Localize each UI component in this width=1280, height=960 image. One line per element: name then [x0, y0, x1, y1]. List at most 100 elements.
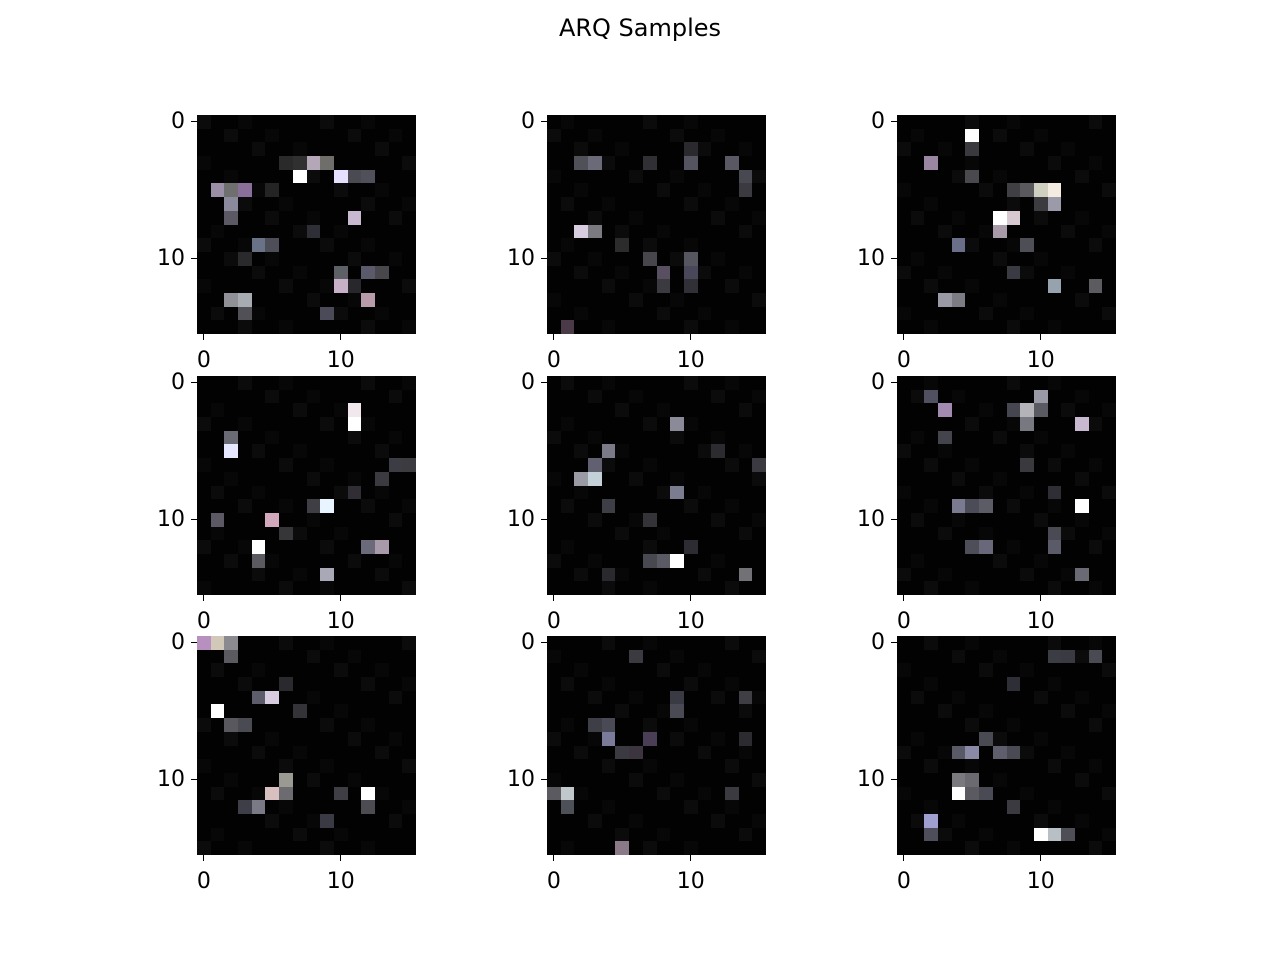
pixel	[388, 417, 403, 431]
pixel	[1102, 759, 1116, 773]
pixel	[910, 128, 925, 143]
pixel	[1061, 210, 1075, 225]
pixel	[683, 224, 698, 239]
pixel	[670, 197, 684, 211]
pixel	[1088, 813, 1103, 828]
pixel	[979, 786, 993, 801]
pixel	[924, 376, 939, 390]
y-tick	[891, 642, 897, 644]
pixel	[547, 251, 561, 266]
pixel	[547, 224, 561, 239]
pixel	[279, 403, 293, 418]
pixel	[547, 279, 561, 293]
pixel	[615, 183, 630, 198]
pixel	[965, 403, 980, 418]
pixel	[1074, 169, 1089, 184]
pixel	[1020, 786, 1034, 801]
pixel	[697, 540, 712, 554]
pixel	[752, 512, 766, 527]
pixel	[752, 636, 766, 650]
pixel	[560, 183, 575, 198]
pixel	[951, 279, 966, 293]
pixel	[642, 772, 657, 787]
pixel	[238, 320, 252, 334]
pixel	[910, 512, 925, 527]
pixel	[292, 142, 307, 157]
pixel	[979, 636, 993, 650]
y-tick	[191, 519, 197, 521]
pixel	[347, 156, 362, 170]
pixel	[347, 841, 362, 855]
pixel	[642, 279, 657, 293]
pixel	[938, 238, 952, 252]
pixel	[752, 526, 766, 541]
pixel	[697, 417, 712, 431]
pixel	[574, 800, 589, 814]
pixel	[951, 458, 966, 472]
pixel	[320, 183, 334, 198]
pixel	[601, 417, 616, 431]
pixel	[1033, 306, 1048, 321]
pixel	[1047, 800, 1062, 814]
pixel	[711, 512, 725, 527]
pixel	[979, 512, 993, 527]
pixel	[292, 389, 307, 404]
pixel	[615, 210, 630, 225]
pixel	[374, 320, 389, 334]
pixel	[1033, 567, 1048, 582]
pixel	[1074, 663, 1089, 678]
pixel	[265, 649, 280, 664]
pixel	[1061, 238, 1075, 252]
pixel	[951, 169, 966, 184]
pixel	[965, 115, 980, 129]
pixel	[224, 376, 239, 390]
pixel	[388, 471, 403, 486]
pixel	[1088, 581, 1103, 595]
pixel	[938, 512, 952, 527]
pixel	[897, 704, 911, 719]
pixel	[1047, 169, 1062, 184]
pixel	[265, 759, 280, 773]
pixel	[1102, 567, 1116, 582]
pixel	[210, 251, 225, 266]
sample-panel-1	[197, 115, 416, 334]
pixel	[210, 389, 225, 404]
pixel	[979, 649, 993, 664]
pixel	[1033, 279, 1048, 293]
pixel	[951, 210, 966, 225]
x-tick	[690, 334, 692, 340]
pixel	[547, 292, 561, 307]
pixel	[683, 444, 698, 459]
pixel	[279, 156, 293, 170]
pixel	[738, 279, 753, 293]
pixel	[1088, 745, 1103, 760]
pixel	[320, 279, 334, 293]
pixel	[1061, 224, 1075, 239]
pixel	[306, 444, 321, 459]
pixel	[347, 471, 362, 486]
pixel	[951, 690, 966, 705]
pixel	[306, 471, 321, 486]
y-tick-label: 10	[857, 766, 885, 792]
pixel	[306, 306, 321, 321]
pixel	[697, 115, 712, 129]
pixel	[711, 224, 725, 239]
pixel	[938, 142, 952, 157]
pixel	[279, 183, 293, 198]
pixel	[574, 718, 589, 732]
pixel	[601, 800, 616, 814]
pixel	[697, 292, 712, 307]
pixel	[683, 306, 698, 321]
pixel	[388, 142, 403, 157]
pixel	[724, 745, 739, 760]
pixel	[979, 279, 993, 293]
pixel	[642, 827, 657, 842]
pixel	[979, 210, 993, 225]
pixel	[711, 813, 725, 828]
pixel	[320, 128, 334, 143]
pixel	[738, 265, 753, 280]
pixel	[374, 540, 389, 554]
pixel	[374, 265, 389, 280]
pixel	[197, 197, 211, 211]
x-tick-label: 10	[676, 869, 705, 894]
